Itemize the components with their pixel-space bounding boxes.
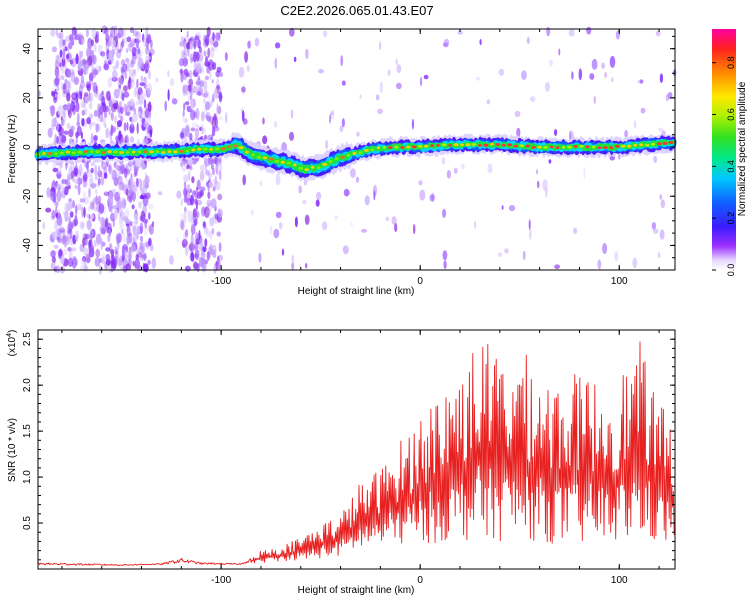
snr-x-tick-label: -100 [211,575,231,586]
colorbar: 0.0 0.2 0.4 0.6 0.8 Normalized spectral ampl… [712,29,748,276]
snr-y-tick-label: 2.0 [22,378,33,392]
spectrogram-x-tick-label: 100 [611,276,628,287]
snr-series-line [37,341,675,566]
snr-y-scale: (x104) [6,330,18,357]
spectrogram-y-label: Frequency (Hz) [7,115,18,184]
figure-title: C2E2.2026.065.01.43.E07 [280,3,433,18]
colorbar-ticks: 0.0 0.2 0.4 0.6 0.8 [712,56,736,276]
svg-text:(x104): (x104) [6,330,18,357]
spectrogram-x-tick-label: 0 [417,276,423,287]
snr-y-tick-label: 0.5 [22,516,33,530]
colorbar-tick-label: 0.8 [726,56,736,69]
spectrogram-y-tick-label: 40 [22,43,33,55]
snr-x-label: Height of straight line (km) [298,585,415,596]
snr-y-label: SNR (10 * v/v) [7,418,18,482]
spectrogram-x-label: Height of straight line (km) [298,286,415,297]
snr-scale-suffix: ) [7,330,18,333]
snr-plot: -100 0 100 0.5 1.0 1.5 2.0 2.5 Height of straig… [6,329,676,596]
snr-frame [37,329,676,570]
spectrogram-y-tick-label: 0 [22,144,33,150]
snr-y-tick-label: 2.5 [22,332,33,346]
snr-y-tick-label: 1.0 [22,470,33,484]
spectrogram-frame [37,28,676,271]
colorbar-gradient [712,29,736,270]
snr-y-tick-label: 1.5 [22,424,33,438]
spectrogram-y-tick-label: 20 [22,92,33,104]
snr-scale-prefix: (x10 [7,336,18,356]
spectrogram-y-tick-label: -40 [22,238,33,253]
colorbar-tick-label: 0.6 [726,108,736,121]
snr-scale-exponent: 4 [6,333,13,337]
colorbar-tick-label: 0.0 [726,264,736,277]
snr-x-tick-label: 0 [417,575,423,586]
colorbar-tick-label: 0.4 [726,160,736,173]
snr-x-tick-label: 100 [611,575,628,586]
spectrogram-y-tick-label: -20 [22,189,33,204]
colorbar-tick-label: 0.2 [726,212,736,225]
spectrogram-ridge-layer [34,131,677,183]
spectrogram-noise-layer [38,25,677,275]
spectrogram-x-tick-label: -100 [211,276,231,287]
spectrogram-plot: -100 0 100 -40 -20 0 20 40 Height of straight l… [7,25,677,297]
colorbar-label: Normalized spectral amplitude [737,81,748,216]
